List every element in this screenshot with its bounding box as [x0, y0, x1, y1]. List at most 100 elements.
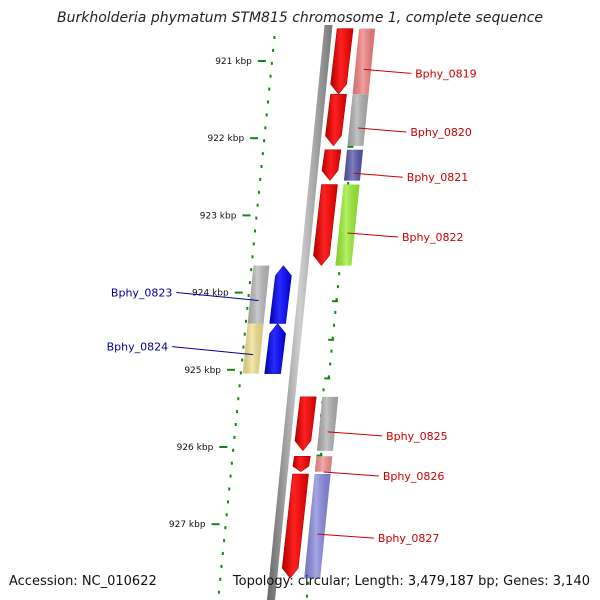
gene-label-bphy_0825: Bphy_0825	[386, 430, 448, 443]
gene-arrow	[269, 265, 292, 324]
cog-bar-shade	[247, 265, 270, 324]
cog-bar-shade	[352, 28, 376, 95]
kbp-label: 921 kbp	[215, 57, 252, 67]
tick-dot	[242, 345, 245, 349]
gene-arrow	[321, 149, 342, 182]
minor-tick	[331, 300, 338, 303]
tick-dot	[272, 48, 275, 52]
cog-bar-shade	[304, 474, 331, 579]
tick-dot	[235, 410, 238, 414]
tick-dot	[243, 332, 246, 336]
gene-arrow	[330, 28, 354, 95]
tick-dot	[234, 423, 237, 426]
major-tick	[211, 523, 220, 526]
kbp-label: 922 kbp	[207, 134, 244, 144]
gene-labels: Bphy_0819 Bphy_0820 Bphy_0821 Bphy_0822 Bphy…	[107, 67, 477, 545]
gene-label-bphy_0821: Bphy_0821	[407, 171, 469, 184]
tick-dot	[320, 452, 323, 456]
tick-dot	[269, 74, 272, 78]
gene-label-bphy_0822: Bphy_0822	[402, 231, 464, 244]
tick-dot	[224, 526, 227, 530]
cog-bar-shade	[314, 456, 333, 472]
major-tick	[219, 446, 228, 448]
tick-dot	[307, 581, 310, 585]
gene-arrow	[325, 93, 347, 147]
tick-dot	[251, 255, 254, 259]
cog-bar-shade	[316, 396, 339, 451]
tick-dot	[254, 229, 257, 233]
tick-dot	[305, 594, 308, 598]
tick-dot	[273, 36, 276, 39]
tick-dot	[329, 362, 332, 366]
tick-dot	[257, 190, 260, 194]
tick-dot	[330, 349, 333, 353]
tick-dot	[241, 358, 244, 362]
gene-track	[264, 28, 354, 579]
topology-text: Topology: circular; Length: 3,479,187 bp…	[232, 574, 590, 589]
tick-dot	[327, 375, 330, 379]
tick-dot	[247, 294, 250, 297]
tick-dot	[331, 336, 334, 340]
minor-tick	[347, 145, 354, 148]
kbp-label: 923 kbp	[200, 211, 237, 221]
tick-dot	[250, 268, 253, 272]
tick-dot	[233, 435, 236, 439]
tick-dot	[228, 487, 231, 491]
tick-dot	[265, 113, 268, 117]
tick-dot	[217, 590, 220, 594]
cog-bar-shade	[347, 94, 369, 146]
tick-dot	[225, 513, 228, 517]
gene-label-bphy_0827: Bphy_0827	[378, 532, 440, 545]
leader-line	[347, 232, 399, 238]
tick-dot	[229, 474, 232, 478]
tick-dot	[232, 448, 235, 452]
tick-dot	[334, 310, 337, 314]
gene-arrow	[313, 184, 338, 266]
tick-dot	[223, 539, 226, 543]
tick-dot	[322, 388, 325, 392]
gene-label-bphy_0823: Bphy_0823	[111, 287, 173, 300]
tick-dot	[248, 281, 251, 285]
tick-dot	[237, 397, 240, 401]
leader-line	[317, 533, 374, 539]
kbp-label: 926 kbp	[177, 443, 214, 453]
major-tick	[227, 368, 236, 371]
chromosome-backbone	[267, 25, 333, 600]
gene-label-bphy_0826: Bphy_0826	[383, 470, 445, 483]
leader-line	[353, 172, 403, 178]
kbp-label: 927 kbp	[169, 520, 206, 530]
minor-tick	[328, 338, 335, 341]
tick-dot	[226, 500, 229, 504]
tick-dot	[255, 216, 258, 220]
tick-dot	[266, 100, 269, 104]
gene-label-bphy_0819: Bphy_0819	[415, 67, 477, 80]
gene-label-bphy_0824: Bphy_0824	[107, 341, 169, 354]
tick-dot	[260, 165, 263, 168]
tick-dot	[239, 371, 242, 375]
leader-line	[327, 431, 383, 437]
cog-bar-shade	[335, 184, 360, 266]
kbp-scale: 921 kbp 922 kbp 923 kbp 924 kbp 925 kbp 926 k…	[169, 57, 266, 530]
leader-line	[323, 471, 379, 477]
tick-dot	[259, 177, 262, 181]
tick-dot	[221, 552, 224, 555]
accession-text: Accession: NC_010622	[9, 574, 157, 589]
minor-tick	[316, 454, 323, 457]
tick-dot	[219, 577, 222, 581]
outer-tick-ring	[217, 36, 276, 594]
cog-bar-shade	[242, 323, 264, 374]
tick-dot	[268, 87, 271, 91]
cog-track	[242, 28, 376, 579]
gene-arrow	[292, 456, 311, 473]
tick-dot	[261, 152, 264, 156]
tick-dot	[246, 306, 249, 310]
tick-dot	[333, 323, 336, 327]
gene-arrow	[264, 323, 286, 374]
tick-dot	[338, 272, 341, 276]
major-tick	[250, 137, 259, 140]
kbp-label: 924 kbp	[192, 289, 229, 299]
tick-dot	[336, 285, 339, 289]
tick-dot	[252, 242, 255, 246]
tick-dot	[220, 564, 223, 568]
backbone-bar	[267, 25, 333, 600]
